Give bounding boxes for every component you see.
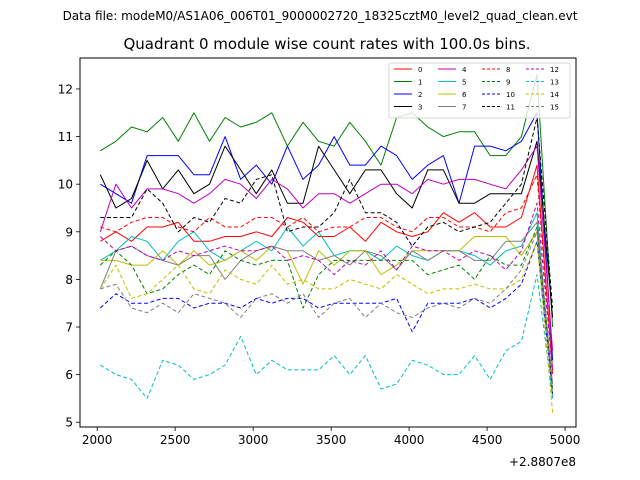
legend-label-10: 10 — [506, 91, 515, 99]
x-axis: 2000 2500 3000 3500 4000 4500 5000 — [82, 427, 580, 447]
legend-label-8: 8 — [506, 66, 510, 74]
legend-label-0: 0 — [418, 66, 422, 74]
chart-title: Quadrant 0 module wise count rates with … — [123, 35, 530, 53]
legend-label-4: 4 — [462, 66, 467, 74]
y-tick-label: 9 — [65, 225, 73, 239]
series-line-14 — [99, 240, 554, 413]
x-tick-label: 4500 — [472, 433, 503, 447]
series-line-7 — [99, 221, 554, 385]
x-tick-label: 5000 — [550, 433, 581, 447]
series-line-10 — [99, 240, 554, 394]
series-line-3 — [99, 140, 554, 318]
data-file-header: Data file: modeM0/AS1A06_006T01_90000027… — [63, 9, 578, 23]
series-line-13 — [100, 274, 554, 399]
legend-label-11: 11 — [506, 104, 515, 112]
series-line-5 — [100, 212, 554, 399]
legend-label-5: 5 — [462, 79, 466, 87]
legend-label-2: 2 — [418, 91, 422, 99]
series-line-11 — [100, 117, 554, 309]
series-layer — [99, 74, 554, 413]
x-tick-label: 2000 — [82, 433, 113, 447]
y-tick-label: 11 — [58, 130, 73, 144]
legend-box — [388, 62, 571, 119]
legend-label-6: 6 — [462, 91, 467, 99]
legend-label-3: 3 — [418, 104, 422, 112]
x-tick-label: 3500 — [316, 433, 347, 447]
y-tick-label: 6 — [65, 368, 73, 382]
series-line-12 — [99, 202, 554, 370]
legend-label-14: 14 — [550, 91, 559, 99]
x-axis-offset-label: +2.8807e8 — [509, 455, 576, 469]
plot-frame — [79, 57, 577, 428]
series-line-1 — [100, 74, 554, 328]
y-tick-label: 8 — [65, 273, 73, 287]
y-tick-label: 12 — [58, 82, 73, 96]
x-tick-label: 2500 — [160, 433, 191, 447]
legend-label-7: 7 — [462, 104, 466, 112]
series-line-4 — [99, 145, 554, 351]
x-tick-label: 3000 — [238, 433, 269, 447]
y-tick-label: 5 — [65, 416, 73, 430]
legend-label-9: 9 — [506, 79, 510, 87]
legend-label-13: 13 — [550, 79, 559, 87]
legend-label-12: 12 — [550, 66, 559, 74]
series-line-2 — [100, 112, 554, 361]
series-line-15 — [100, 231, 554, 394]
y-axis: 5 6 7 8 9 10 11 12 — [58, 82, 80, 430]
y-tick-label: 7 — [65, 321, 73, 335]
y-tick-label: 10 — [58, 178, 73, 192]
series-line-0 — [100, 164, 554, 370]
series-line-8 — [100, 174, 554, 375]
legend-label-1: 1 — [418, 79, 422, 87]
legend-label-15: 15 — [550, 104, 559, 112]
series-line-9 — [99, 226, 554, 389]
x-tick-label: 4000 — [394, 433, 425, 447]
